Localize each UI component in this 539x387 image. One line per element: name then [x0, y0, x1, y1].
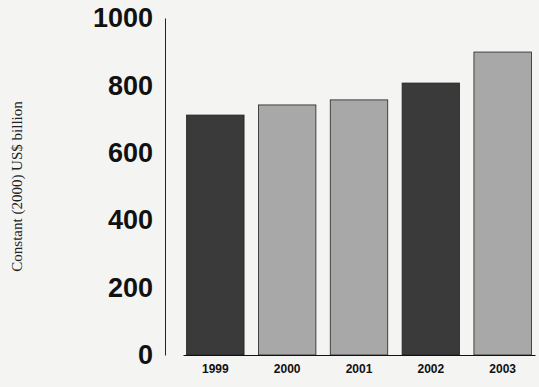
y-tick-label: 600: [108, 138, 153, 168]
y-tick-label: 1000: [93, 3, 153, 33]
x-tick-label: 2002: [417, 362, 444, 376]
x-tick: 2000: [274, 355, 301, 376]
bar: [402, 83, 459, 355]
x-tick: 1999: [202, 355, 229, 376]
y-axis-line: [165, 19, 166, 356]
y-tick: 400: [108, 205, 165, 235]
x-tick: 2003: [489, 355, 516, 376]
y-tick: 800: [108, 71, 165, 101]
y-axis: 0 200 400 600 800 1000: [93, 3, 166, 370]
plot-area: 0 200 400 600 800 1000 1999 2000 2001 2002 2003: [93, 3, 536, 375]
x-tick: 2002: [417, 355, 444, 376]
y-tick-label: 0: [138, 340, 153, 370]
chart: 0 200 400 600 800 1000 1999 2000 2001 2002 2003 Con…: [0, 0, 539, 387]
x-tick-label: 2003: [489, 362, 516, 376]
x-tick-label: 2000: [274, 362, 301, 376]
y-tick-label: 400: [108, 205, 153, 235]
x-axis-line: [184, 355, 536, 356]
bar: [330, 100, 387, 355]
y-tick-label: 800: [108, 71, 153, 101]
x-tick-label: 1999: [202, 362, 229, 376]
bar: [187, 115, 244, 355]
y-tick: 200: [108, 273, 165, 303]
x-tick-label: 2001: [346, 362, 373, 376]
y-tick: 600: [108, 138, 165, 168]
x-tick: 2001: [346, 355, 373, 376]
bar: [474, 52, 531, 355]
y-tick: 0: [138, 340, 165, 370]
bars: [187, 52, 532, 355]
y-tick: 1000: [93, 3, 165, 33]
y-tick-label: 200: [108, 273, 153, 303]
bar: [258, 105, 315, 355]
y-axis-title: Constant (2000) US$ billion: [9, 101, 26, 272]
x-axis: 1999 2000 2001 2002 2003: [184, 355, 536, 376]
